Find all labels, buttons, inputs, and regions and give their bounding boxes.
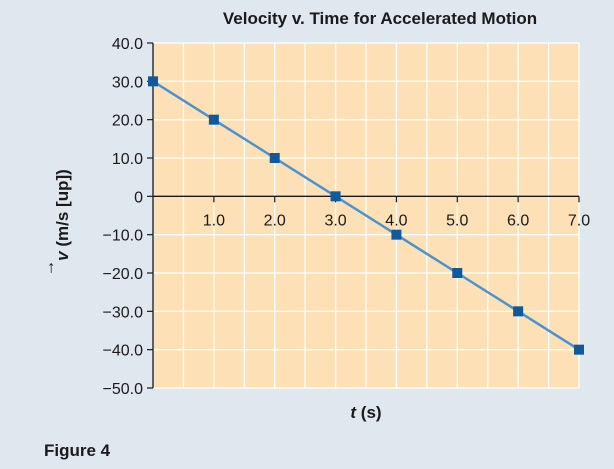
x-axis-unit: (s) (356, 403, 382, 422)
y-tick-label: −50.0 (103, 381, 144, 398)
data-point (208, 114, 219, 125)
x-tick-label: 3.0 (324, 212, 346, 229)
y-axis-label: v (m/s [up]) (53, 169, 72, 261)
chart-title: Velocity v. Time for Accelerated Motion (223, 9, 537, 28)
data-series (148, 76, 584, 355)
x-tick-label: 7.0 (568, 212, 590, 229)
y-tick-label: 30.0 (112, 74, 143, 91)
x-axis-label: t (s) (350, 403, 381, 422)
y-tick-label: 20.0 (112, 113, 143, 130)
x-axis: 1.0 2.0 3.0 4.0 5.0 6.0 7.0 (153, 195, 590, 229)
data-point (513, 306, 524, 317)
y-tick-label: 10.0 (112, 151, 143, 168)
y-tick-label: −20.0 (103, 266, 144, 283)
data-point (452, 268, 463, 278)
y-axis-variable: v (53, 250, 72, 261)
x-tick-label: 1.0 (203, 212, 225, 229)
data-point (269, 153, 280, 163)
data-point (330, 191, 341, 202)
y-tick-label: 0 (134, 189, 143, 206)
x-tick-label: 2.0 (264, 212, 286, 229)
data-point (148, 76, 158, 87)
series-line (152, 80, 580, 351)
y-axis: 40.0 30.0 20.0 10.0 0 −10.0 −20.0 −30.0 −40.0 −50… (103, 36, 154, 398)
y-tick-label: −40.0 (103, 343, 144, 360)
data-point (391, 229, 402, 240)
y-tick-label: −30.0 (103, 304, 144, 321)
vector-arrow-icon: → (39, 260, 58, 277)
figure-label: Figure 4 (44, 441, 111, 460)
x-axis-variable: t (350, 403, 357, 422)
y-tick-label: −10.0 (103, 228, 144, 245)
x-tick-label: 4.0 (385, 212, 407, 229)
x-tick-label: 6.0 (507, 212, 529, 229)
x-tick-label: 5.0 (446, 212, 468, 229)
data-point (574, 344, 584, 355)
y-tick-label: 40.0 (112, 36, 143, 53)
grid (153, 42, 580, 389)
y-axis-unit: (m/s [up]) (53, 169, 72, 251)
